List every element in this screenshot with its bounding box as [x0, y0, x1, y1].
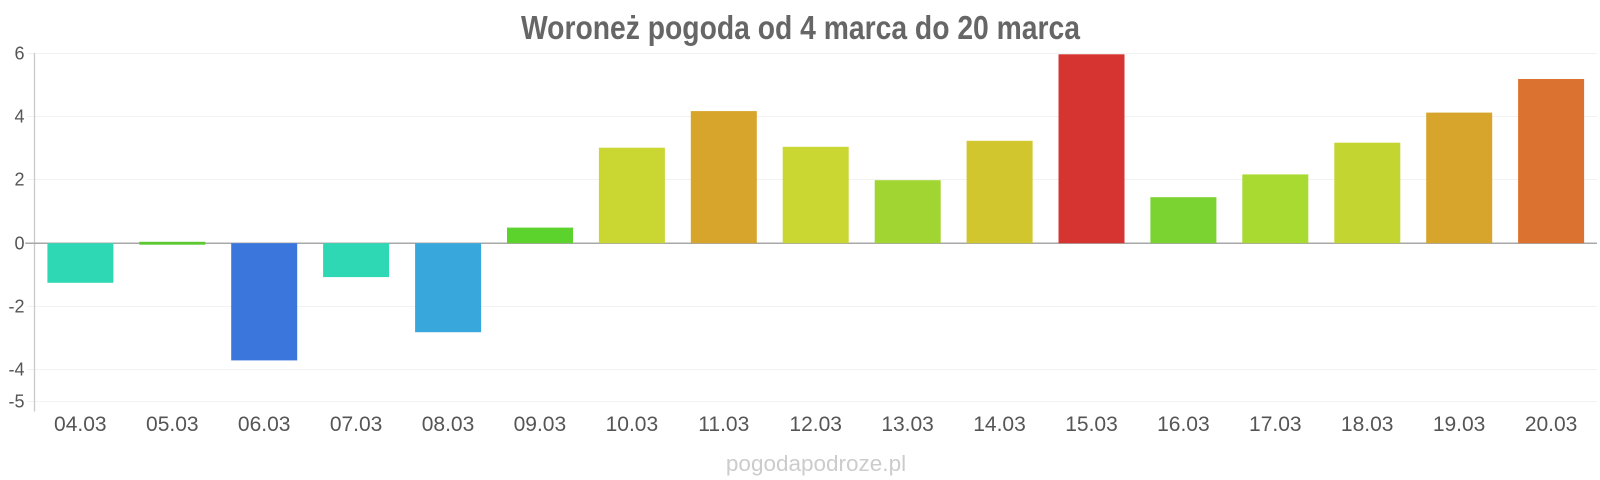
svg-text:08.03: 08.03: [422, 413, 475, 436]
svg-text:09.03: 09.03: [514, 413, 567, 436]
svg-text:20.03: 20.03: [1525, 413, 1578, 436]
svg-text:15.03: 15.03: [1065, 413, 1118, 436]
svg-text:13.03: 13.03: [881, 413, 934, 436]
svg-text:18.03: 18.03: [1341, 413, 1394, 436]
svg-text:16.03: 16.03: [1157, 413, 1210, 436]
svg-text:07.03: 07.03: [330, 413, 383, 436]
svg-text:-4: -4: [8, 360, 24, 380]
svg-text:14.03: 14.03: [973, 413, 1026, 436]
svg-text:17.03: 17.03: [1249, 413, 1302, 436]
svg-text:2: 2: [14, 170, 24, 190]
svg-text:06.03: 06.03: [238, 413, 291, 436]
svg-text:10.03: 10.03: [606, 413, 659, 436]
svg-text:4: 4: [14, 107, 24, 127]
svg-text:12.03: 12.03: [789, 413, 842, 436]
svg-text:pogodapodroze.pl: pogodapodroze.pl: [726, 451, 906, 476]
svg-text:0: 0: [14, 234, 24, 254]
svg-text:-2: -2: [8, 297, 24, 317]
svg-text:6: 6: [14, 44, 24, 64]
svg-text:Woroneż pogoda od 4 marca do 2: Woroneż pogoda od 4 marca do 20 marca: [521, 10, 1080, 47]
svg-text:05.03: 05.03: [146, 413, 199, 436]
svg-text:-5: -5: [8, 392, 24, 412]
svg-text:04.03: 04.03: [54, 413, 107, 436]
svg-text:19.03: 19.03: [1433, 413, 1486, 436]
svg-text:11.03: 11.03: [698, 413, 749, 436]
